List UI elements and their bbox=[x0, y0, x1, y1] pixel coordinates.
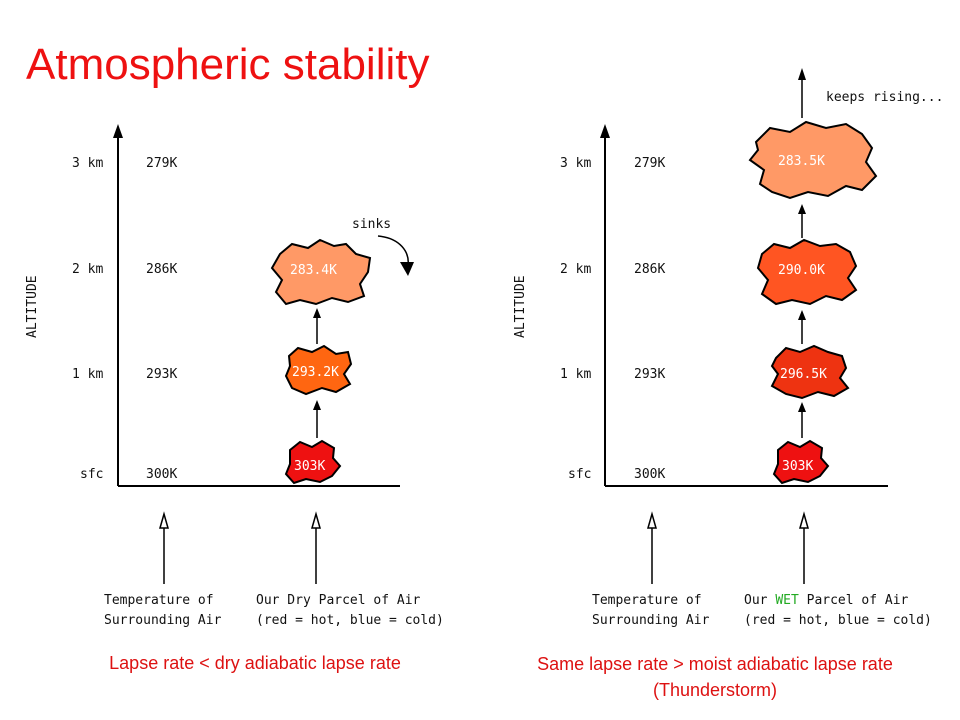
right-parcel-arrowhead-icon bbox=[799, 511, 809, 529]
right-alt-3km: 3 km bbox=[560, 156, 591, 171]
left-y-axis-arrow-icon bbox=[113, 124, 123, 138]
left-parcel-2km bbox=[270, 238, 372, 306]
right-rise-arrowhead-2-icon bbox=[798, 310, 806, 320]
left-alt-2km: 2 km bbox=[72, 262, 103, 277]
right-parcel-2km-label: 290.0K bbox=[778, 263, 825, 278]
right-parcel-sfc bbox=[772, 439, 830, 485]
left-parcel-label-1: Our Dry Parcel of Air bbox=[256, 593, 421, 608]
left-parcel-sfc-label: 303K bbox=[294, 459, 325, 474]
right-parcel-label-wet: WET bbox=[775, 593, 799, 608]
right-temp-1km: 293K bbox=[634, 367, 665, 382]
right-temp-3km: 279K bbox=[634, 156, 665, 171]
right-caption-line-2: (Thunderstorm) bbox=[652, 680, 778, 700]
left-parcel-1km-label: 293.2K bbox=[292, 365, 339, 380]
left-parcel-sfc bbox=[284, 439, 342, 485]
right-surround-arrowhead-icon bbox=[647, 511, 657, 529]
left-surround-label-1: Temperature of bbox=[104, 593, 214, 608]
left-temp-1km: 293K bbox=[146, 367, 177, 382]
right-alt-sfc: sfc bbox=[568, 467, 591, 482]
right-caption-line-1: Same lapse rate > moist adiabatic lapse … bbox=[537, 654, 893, 674]
right-y-axis-arrow-icon bbox=[600, 124, 610, 138]
left-surround-arrowhead-icon bbox=[159, 511, 169, 529]
right-temp-sfc: 300K bbox=[634, 467, 665, 482]
right-parcel-2km bbox=[756, 238, 858, 306]
right-surround-label-2: Surrounding Air bbox=[592, 613, 710, 628]
right-surround-label-1: Temperature of bbox=[592, 593, 702, 608]
right-alt-2km: 2 km bbox=[560, 262, 591, 277]
right-axis-label: ALTITUDE bbox=[513, 275, 528, 338]
left-temp-sfc: 300K bbox=[146, 467, 177, 482]
right-parcel-1km bbox=[770, 344, 850, 400]
left-parcel-2km-label: 283.4K bbox=[290, 263, 337, 278]
right-rise-arrowhead-3-icon bbox=[798, 204, 806, 214]
right-parcel-3km-label: 283.5K bbox=[778, 154, 825, 169]
left-alt-sfc: sfc bbox=[80, 467, 103, 482]
right-rise-arrowhead-1-icon bbox=[798, 402, 806, 412]
left-parcel-label-2: (red = hot, blue = cold) bbox=[256, 613, 444, 628]
left-alt-1km: 1 km bbox=[72, 367, 103, 382]
right-parcel-1km-label: 296.5K bbox=[780, 367, 827, 382]
right-panel: ALTITUDE 3 km 279K 2 km 286K 1 km 293K s… bbox=[513, 68, 943, 628]
right-parcel-label-post: Parcel of Air bbox=[799, 593, 909, 608]
right-alt-1km: 1 km bbox=[560, 367, 591, 382]
left-temp-2km: 286K bbox=[146, 262, 177, 277]
right-keeps-rising-label: keeps rising... bbox=[826, 90, 943, 105]
left-surround-label-2: Surrounding Air bbox=[104, 613, 222, 628]
left-parcel-1km bbox=[284, 344, 353, 396]
right-parcel-sfc-label: 303K bbox=[782, 459, 813, 474]
left-sinks-arrow bbox=[377, 235, 409, 267]
left-alt-3km: 3 km bbox=[72, 156, 103, 171]
right-parcel-label-2: (red = hot, blue = cold) bbox=[744, 613, 932, 628]
right-parcel-label-pre: Our bbox=[744, 593, 775, 608]
left-rise-arrowhead-2-icon bbox=[313, 308, 321, 318]
left-temp-3km: 279K bbox=[146, 156, 177, 171]
left-panel: ALTITUDE 3 km 279K 2 km 286K 1 km 293K s… bbox=[25, 124, 444, 628]
left-sinks-label: sinks bbox=[352, 217, 391, 232]
page-title: Atmospheric stability bbox=[26, 40, 430, 89]
right-temp-2km: 286K bbox=[634, 262, 665, 277]
left-caption: Lapse rate < dry adiabatic lapse rate bbox=[109, 653, 401, 673]
left-rise-arrowhead-1-icon bbox=[313, 400, 321, 410]
left-sinks-arrowhead-icon bbox=[400, 262, 414, 276]
left-parcel-arrowhead-icon bbox=[311, 511, 321, 529]
right-parcel-label-1: Our WET Parcel of Air bbox=[744, 593, 909, 608]
left-axis-label: ALTITUDE bbox=[25, 275, 40, 338]
right-caption: Same lapse rate > moist adiabatic lapse … bbox=[470, 651, 960, 703]
right-rise-arrowhead-4-icon bbox=[798, 68, 806, 80]
right-parcel-3km bbox=[748, 120, 878, 200]
